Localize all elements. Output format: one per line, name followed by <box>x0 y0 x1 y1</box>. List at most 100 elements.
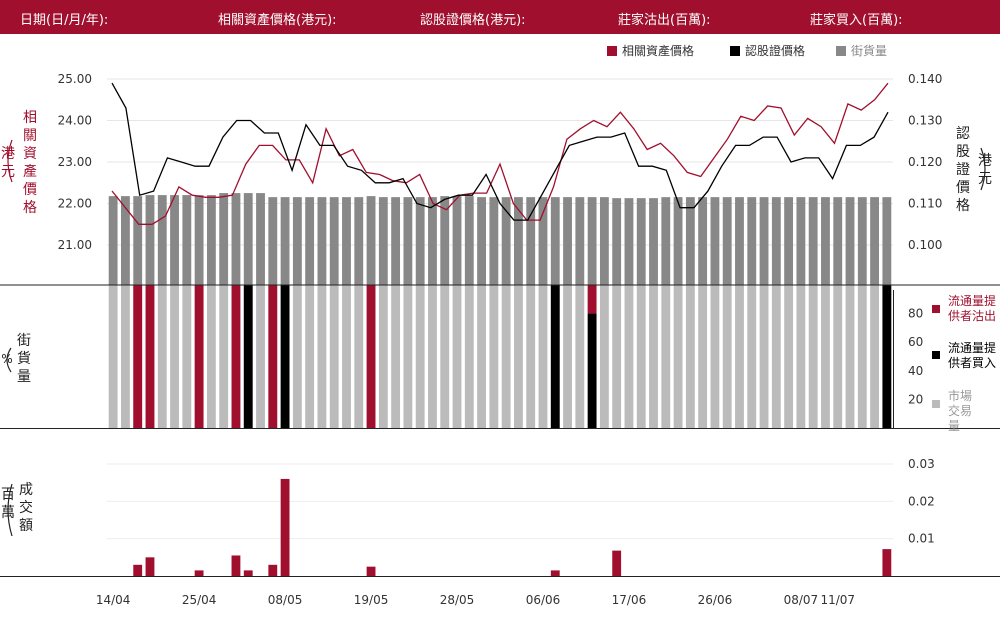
warrant-price-label: 認股證價格(港元): <box>420 13 526 28</box>
outstanding-bar <box>317 197 327 285</box>
left-price-tick: 22.00 <box>58 197 92 211</box>
mm-buy-bar <box>280 285 290 428</box>
market-volume-bar <box>157 285 167 428</box>
outstanding-bar <box>612 198 622 285</box>
x-tick-label: 26/06 <box>698 593 733 607</box>
turnover-bars <box>133 478 892 576</box>
outstanding-bar <box>796 197 806 285</box>
outstanding-bar <box>784 197 794 285</box>
market-volume-bar <box>305 285 315 428</box>
legend-swatch-market <box>932 400 940 408</box>
outstanding-bar <box>870 197 879 285</box>
market-volume-bar <box>661 285 671 428</box>
market-volume-bar <box>391 285 401 428</box>
outstanding-bar <box>685 197 695 285</box>
outstanding-bar <box>673 197 683 285</box>
outstanding-bar <box>845 197 855 285</box>
x-tick-label: 14/04 <box>96 593 131 607</box>
outstanding-bar <box>661 197 671 285</box>
legend-label-outstanding: 街貨量 <box>851 43 887 58</box>
legend-label-warrant: 認股證價格 <box>745 43 805 58</box>
percent-tick: 60 <box>908 335 923 349</box>
market-volume-bar <box>378 285 388 428</box>
outstanding-bar <box>501 197 511 285</box>
outstanding-bar <box>403 197 413 285</box>
paren-top-right <box>980 147 986 191</box>
outstanding-bar <box>759 197 769 285</box>
market-volume-bar <box>649 285 658 428</box>
outstanding-bar <box>342 197 351 285</box>
legend-label-underlying: 相關資產價格 <box>622 43 694 58</box>
market-volume-bar <box>452 285 462 428</box>
outstanding-bar <box>649 198 658 285</box>
warrant-price-line <box>111 82 889 221</box>
turnover-tick: 0.03 <box>908 457 935 471</box>
market-volume-bar <box>698 285 708 428</box>
outstanding-bar <box>563 197 572 285</box>
outstanding-bar <box>526 197 536 285</box>
market-volume-bar <box>514 285 523 428</box>
mm-buy-bar <box>550 285 560 428</box>
mm-sell-bar <box>231 285 241 428</box>
right-price-tick: 0.110 <box>908 197 942 211</box>
mm-sell-bar <box>268 285 278 428</box>
market-volume-bar <box>636 285 646 428</box>
paren-bottom-left <box>7 483 13 537</box>
outstanding-bar <box>477 197 486 285</box>
market-volume-bar <box>403 285 413 428</box>
tick-labels: 21.00 22.00 23.00 24.00 25.00 0.100 0.110 0.120… <box>58 72 943 607</box>
outstanding-bar <box>428 197 437 285</box>
axes <box>0 284 1000 577</box>
outstanding-bar <box>440 196 450 285</box>
outstanding-bar <box>538 197 548 285</box>
market-volume-bar <box>256 285 265 428</box>
right-price-tick: 0.100 <box>908 238 942 252</box>
left-price-tick: 21.00 <box>58 238 92 252</box>
x-tick-label: 17/06 <box>612 593 647 607</box>
outstanding-bar <box>121 196 130 285</box>
market-volume-bar <box>784 285 794 428</box>
outstanding-bar <box>833 197 843 285</box>
market-volume-bar <box>771 285 781 428</box>
outstanding-bar <box>268 197 278 285</box>
percent-tick: 20 <box>908 392 923 406</box>
market-volume-bar <box>317 285 327 428</box>
market-volume-bar <box>538 285 548 428</box>
market-volume-bar <box>673 285 683 428</box>
left-top-axis-title: 相關資產價格 <box>23 110 37 216</box>
right-top-axis-title: 認股證價格 <box>956 126 970 214</box>
market-volume-bar <box>219 285 229 428</box>
market-volume-bar <box>428 285 437 428</box>
header-bar: 日期(日/月/年): 相關資產價格(港元): 認股證價格(港元): 莊家沽出(百… <box>0 0 1000 34</box>
outstanding-bar <box>857 197 867 285</box>
x-tick-label: 11/07 <box>820 593 855 607</box>
date-label: 日期(日/月/年): <box>20 13 109 28</box>
market-volume-bar <box>845 285 855 428</box>
market-volume-bar <box>292 285 302 428</box>
outstanding-bar <box>280 197 290 285</box>
outstanding-bar <box>636 198 646 285</box>
right-price-tick: 0.140 <box>908 72 942 86</box>
turnover-bar <box>268 564 278 576</box>
market-volume-bar <box>759 285 769 428</box>
market-volume-bar <box>563 285 572 428</box>
outstanding-bar <box>464 196 474 285</box>
x-tick-label: 25/04 <box>182 593 217 607</box>
outstanding-bar <box>391 197 401 285</box>
x-tick-label: 08/05 <box>268 593 303 607</box>
market-volume-bar <box>833 285 843 428</box>
market-volume-bar <box>599 285 609 428</box>
turnover-bar <box>550 570 560 576</box>
outstanding-bar <box>256 193 265 285</box>
x-tick-label: 28/05 <box>440 593 475 607</box>
legend-label-mm-sell: 流通量提供者沽出 <box>948 293 996 323</box>
mm-sell-label: 莊家沽出(百萬): <box>618 13 711 28</box>
turnover-bar <box>145 557 155 576</box>
market-volume-bar <box>477 285 486 428</box>
market-volume-bar <box>501 285 511 428</box>
turnover-tick: 0.02 <box>908 494 935 508</box>
market-volume-bar <box>624 285 634 428</box>
market-volume-bar <box>821 285 830 428</box>
